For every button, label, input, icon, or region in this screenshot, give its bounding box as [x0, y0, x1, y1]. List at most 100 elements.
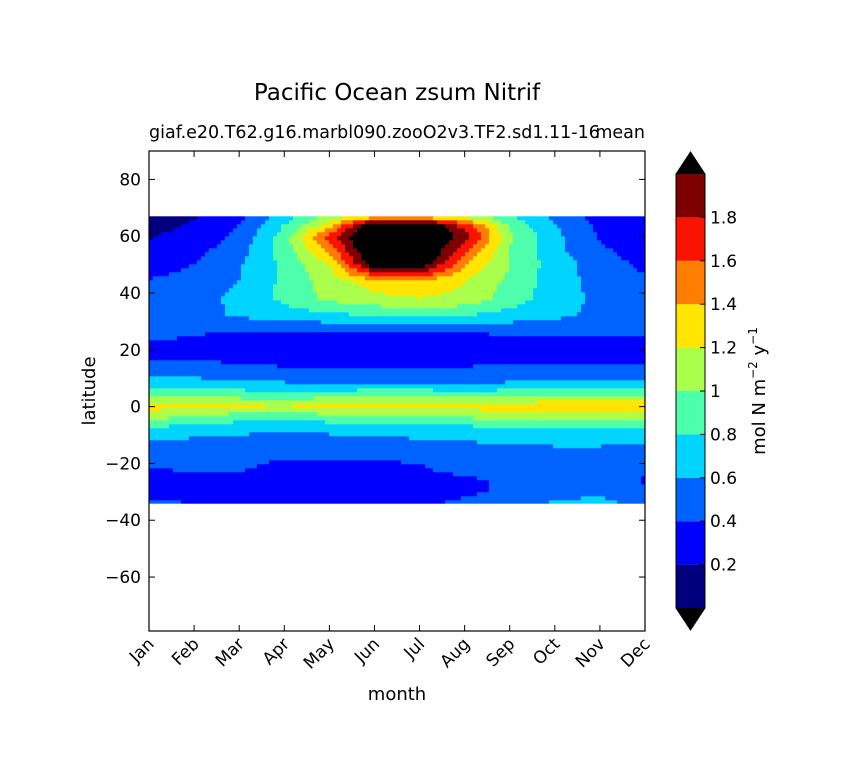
contour-cell — [469, 312, 474, 317]
contour-cell — [189, 280, 194, 285]
contour-cell — [201, 340, 206, 345]
contour-cell — [205, 344, 210, 349]
contour-cell — [561, 296, 566, 301]
contour-cell — [437, 324, 442, 329]
contour-cell — [305, 340, 310, 345]
contour-cell — [193, 236, 198, 241]
contour-cell — [177, 352, 182, 357]
contour-cell — [497, 244, 502, 249]
contour-cell — [641, 352, 645, 357]
contour-cell — [193, 240, 198, 245]
contour-cell — [401, 316, 406, 321]
contour-cell — [397, 288, 402, 293]
contour-cell — [541, 348, 546, 353]
contour-cell — [469, 256, 474, 261]
contour-cell — [177, 296, 182, 301]
contour-cell — [369, 312, 374, 317]
contour-cell — [597, 344, 602, 349]
contour-cell — [225, 296, 230, 301]
contour-cell — [489, 344, 494, 349]
contour-cell — [165, 260, 170, 265]
contour-cell — [597, 236, 602, 241]
contour-cell — [177, 348, 182, 353]
contour-cell — [453, 348, 458, 353]
contour-cell — [413, 256, 418, 261]
contour-cell — [581, 280, 586, 285]
contour-cell — [449, 364, 454, 369]
contour-cell — [641, 220, 645, 225]
contour-cell — [505, 348, 510, 353]
contour-cell — [605, 360, 610, 365]
contour-cell — [525, 276, 530, 281]
contour-cell — [569, 264, 574, 269]
contour-cell — [413, 252, 418, 257]
contour-cell — [441, 360, 446, 365]
contour-cell — [317, 316, 322, 321]
contour-cell — [181, 296, 186, 301]
contour-cell — [633, 244, 638, 249]
contour-cell — [393, 248, 398, 253]
contour-cell — [169, 316, 174, 321]
contour-cell — [417, 260, 422, 265]
contour-cell — [621, 240, 626, 245]
contour-cell — [381, 356, 386, 361]
contour-cell — [613, 300, 618, 305]
contour-cell — [337, 324, 342, 329]
contour-cell — [597, 280, 602, 285]
contour-cell — [541, 224, 546, 229]
contour-cell — [633, 280, 638, 285]
contour-cell — [293, 272, 298, 277]
contour-cell — [377, 324, 382, 329]
contour-cell — [321, 240, 326, 245]
contour-cell — [245, 288, 250, 293]
contour-cell — [165, 288, 170, 293]
contour-cell — [301, 252, 306, 257]
contour-cell — [185, 296, 190, 301]
contour-cell — [521, 248, 526, 253]
contour-cell — [449, 276, 454, 281]
contour-cell — [377, 244, 382, 249]
contour-cell — [517, 228, 522, 233]
contour-cell — [313, 284, 318, 289]
contour-cell — [249, 304, 254, 309]
contour-cell — [621, 340, 626, 345]
contour-cell — [265, 264, 270, 269]
contour-cell — [253, 340, 258, 345]
contour-cell — [609, 236, 614, 241]
contour-cell — [213, 320, 218, 325]
contour-cell — [565, 340, 570, 345]
contour-cell — [613, 340, 618, 345]
contour-cell — [517, 364, 522, 369]
contour-cell — [465, 336, 470, 341]
contour-cell — [417, 320, 422, 325]
contour-cell — [553, 224, 558, 229]
contour-cell — [349, 236, 354, 241]
contour-cell — [397, 240, 402, 245]
contour-cell — [477, 320, 482, 325]
contour-cell — [533, 220, 538, 225]
contour-cell — [381, 340, 386, 345]
contour-cell — [169, 236, 174, 241]
contour-cell — [177, 304, 182, 309]
contour-cell — [377, 256, 382, 261]
contour-cell — [349, 240, 354, 245]
contour-cell — [333, 264, 338, 269]
contour-cell — [465, 332, 470, 337]
contour-cell — [533, 276, 538, 281]
contour-cell — [613, 248, 618, 253]
contour-cell — [525, 292, 530, 297]
contour-cell — [577, 272, 582, 277]
contour-cell — [617, 352, 622, 357]
contour-cell — [557, 368, 562, 373]
contour-cell — [269, 344, 274, 349]
contour-cell — [181, 224, 186, 229]
contour-cell — [177, 308, 182, 313]
contour-cell — [241, 332, 246, 337]
contour-cell — [281, 268, 286, 273]
contour-cell — [373, 248, 378, 253]
contour-cell — [457, 256, 462, 261]
contour-cell — [181, 260, 186, 265]
contour-cell — [461, 356, 466, 361]
contour-cell — [337, 300, 342, 305]
contour-cell — [585, 264, 590, 269]
